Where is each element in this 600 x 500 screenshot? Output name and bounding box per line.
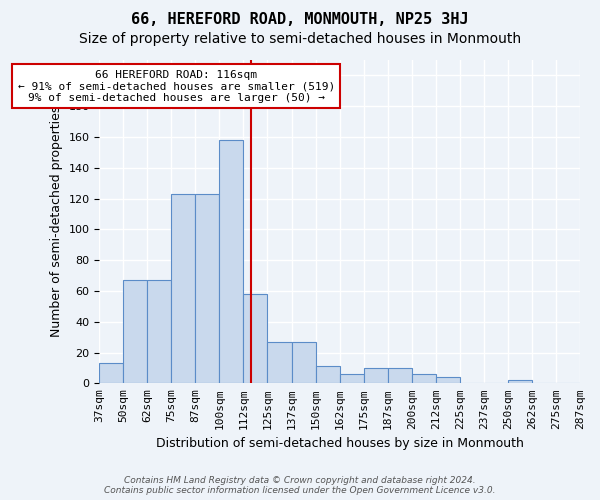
Bar [148,280,172,384]
Text: 66, HEREFORD ROAD, MONMOUTH, NP25 3HJ: 66, HEREFORD ROAD, MONMOUTH, NP25 3HJ [131,12,469,28]
Bar [99,364,123,384]
Bar [244,294,268,384]
Bar [123,280,148,384]
Bar [436,377,460,384]
Bar [316,366,340,384]
Bar [388,368,412,384]
Bar [268,342,292,384]
Text: Contains HM Land Registry data © Crown copyright and database right 2024.
Contai: Contains HM Land Registry data © Crown c… [104,476,496,495]
X-axis label: Distribution of semi-detached houses by size in Monmouth: Distribution of semi-detached houses by … [155,437,524,450]
Y-axis label: Number of semi-detached properties: Number of semi-detached properties [50,106,63,338]
Text: 66 HEREFORD ROAD: 116sqm
← 91% of semi-detached houses are smaller (519)
9% of s: 66 HEREFORD ROAD: 116sqm ← 91% of semi-d… [17,70,335,103]
Bar [172,194,196,384]
Bar [220,140,244,384]
Bar [340,374,364,384]
Bar [508,380,532,384]
Text: Size of property relative to semi-detached houses in Monmouth: Size of property relative to semi-detach… [79,32,521,46]
Bar [196,194,220,384]
Bar [364,368,388,384]
Bar [292,342,316,384]
Bar [412,374,436,384]
